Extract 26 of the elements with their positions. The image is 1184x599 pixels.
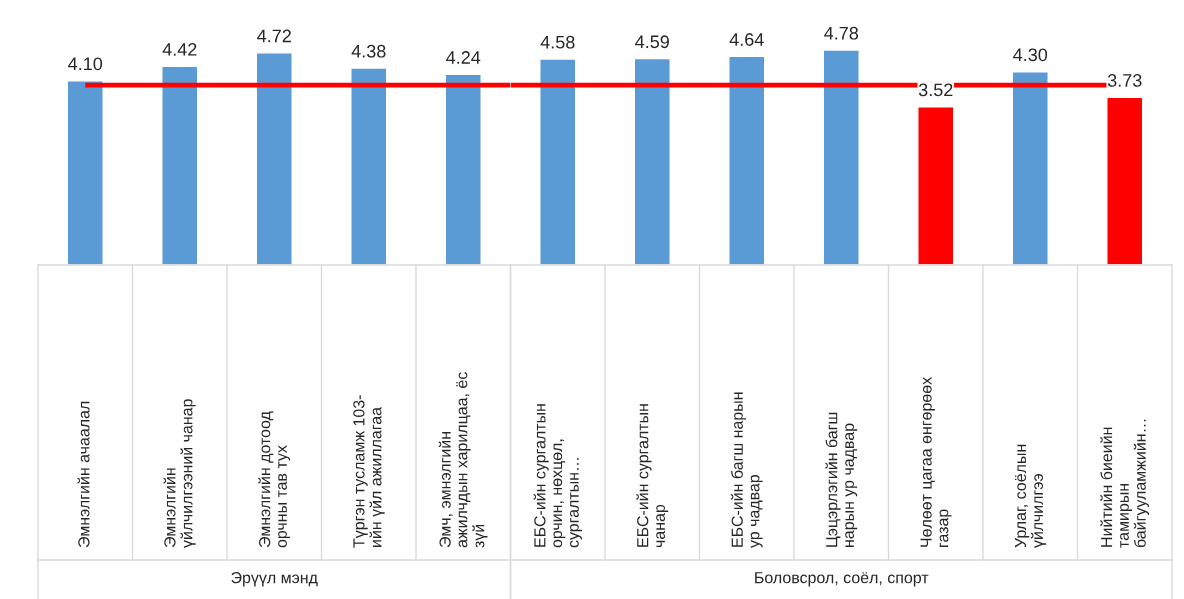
x-tick-label: Эмч, эмнэлгийн ажилчдын харилцаа, ёс зүй [438,372,488,548]
data-label: 4.59 [635,35,669,49]
data-label: 4.58 [540,35,575,49]
x-tick-label: Цэцэрлэгийн багш нарын ур чадвар [825,412,858,547]
data-label: 4.38 [351,44,386,58]
data-label: 4.42 [162,43,197,56]
x-tick-label: ЕБС-ийн багш нарын ур чадвар [730,392,763,548]
data-label: 4.78 [824,26,859,40]
data-label: 4.64 [729,33,764,46]
data-label: 4.10 [68,57,103,71]
x-axis-title: Эрүүл мэнд [231,571,318,587]
x-tick-label: Эмнэлгийн ачаалал [77,401,90,548]
data-label: 3.73 [1107,74,1142,87]
x-axis-title: Боловсрол, соёл, спорт [755,572,929,587]
x-tick-label: Урлаг, соёлын үйлчилгээ [1014,444,1047,548]
x-tick-label: ЕБС-ийн сургалтын чанар [636,404,669,548]
data-label: 4.24 [446,51,481,64]
x-tick-label: Чөлөөт цагаа өнгөрөөх газар [920,377,952,547]
x-tick-label: ЕБС-ийн сургалтын орчин, нөхцөл, сургалтын… [533,404,582,548]
x-tick-label: Эмнэлгийн дотоод орчны тав тух [258,411,291,548]
data-label: 4.72 [257,29,291,43]
data-label: 3.52 [918,83,953,97]
x-tick-label: Нийтийн биеийн тамирын байгууламжийн… [1100,419,1149,548]
x-tick-label: Түргэн тусламж 103- ийн үйл ажиллагаа [353,395,385,548]
data-label: 4.30 [1013,48,1048,62]
x-tick-label: Эмнэлгийн үйлчилгээний чанар [163,399,196,548]
